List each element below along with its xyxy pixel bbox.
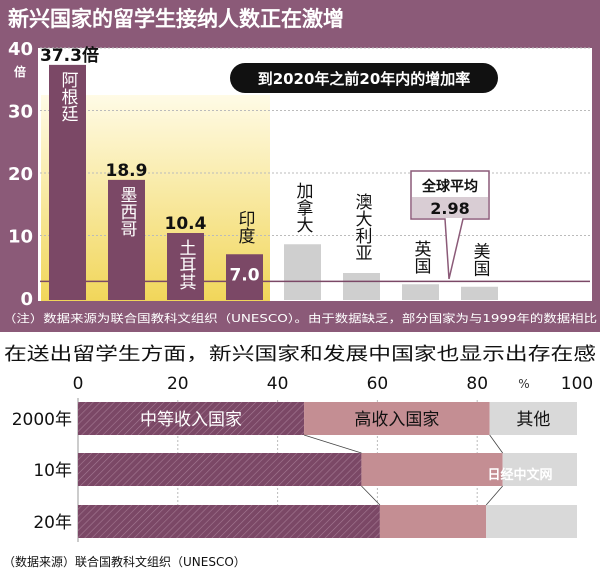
- value-label: 10.4: [165, 214, 207, 234]
- y-tick-label: 20: [8, 164, 33, 185]
- connector-line: [485, 485, 503, 506]
- bar-1: [108, 179, 145, 300]
- row-label: 20年: [33, 513, 72, 533]
- category-label: 澳大利亚: [352, 193, 373, 261]
- chart-note: （注）数据来源为联合国教科文组织（UNESCO）。由于数据缺乏，部分国家为与19…: [3, 311, 597, 325]
- x-tick-label: 80: [466, 374, 488, 394]
- segment-其他: [486, 505, 577, 538]
- category-label: 土耳其: [176, 239, 197, 290]
- y-tick-label: 0: [20, 289, 33, 310]
- bar-5: [343, 273, 380, 300]
- connector-line: [489, 434, 503, 454]
- bar-4: [284, 244, 321, 300]
- x-tick-label: 40: [267, 374, 289, 394]
- bar-3: [226, 254, 263, 300]
- value-label: 7.0: [229, 265, 259, 285]
- segment-中等收入国家: [78, 505, 380, 538]
- series-label: 中等收入国家: [140, 410, 242, 430]
- row-label: 2000年: [12, 410, 72, 430]
- y-tick-label: 40: [8, 39, 33, 60]
- connector-line: [361, 485, 381, 506]
- source-note: （数据来源）联合国教科文组织（UNESCO）: [3, 554, 246, 569]
- bar-7: [461, 286, 498, 300]
- series-label: 其他: [516, 410, 550, 430]
- y-tick-label: 30: [8, 102, 33, 123]
- bar-0: [49, 64, 86, 300]
- segment-其他: [502, 453, 577, 486]
- subtitle-pill: [230, 63, 498, 93]
- bar-6: [402, 284, 439, 300]
- x-axis-unit: %: [518, 377, 529, 391]
- chart-subtitle: 到2020年之前20年内的增加率: [258, 70, 471, 88]
- segment-高收入国家: [379, 505, 487, 538]
- category-label: 英国: [411, 240, 432, 274]
- category-label: 阿根廷: [58, 71, 79, 122]
- segment-中等收入国家: [78, 453, 362, 486]
- category-label: 加拿大: [293, 182, 314, 233]
- y-axis-unit: 倍: [14, 64, 26, 79]
- category-label: 印度: [235, 210, 256, 244]
- x-tick-label: 20: [167, 374, 189, 394]
- value-label: 18.9: [106, 161, 148, 181]
- chart-title: 在送出留学生方面，新兴国家和发展中国家也显示出存在感: [4, 344, 596, 365]
- world-average-value: 2.98: [430, 199, 469, 218]
- series-label: 高收入国家: [354, 410, 439, 430]
- category-label: 美国: [470, 243, 491, 277]
- world-average-label: 全球平均: [421, 178, 478, 195]
- x-tick-label: 60: [367, 374, 389, 394]
- y-tick-label: 10: [8, 227, 33, 248]
- segment-其他: [489, 402, 577, 435]
- watermark: 日经中文网: [487, 467, 552, 483]
- chart-title: 新兴国家的留学生接纳人数正在激增: [8, 7, 344, 31]
- x-tick-label: 100: [561, 374, 593, 394]
- segment-高收入国家: [361, 453, 503, 486]
- connector-line: [303, 434, 362, 454]
- x-tick-label: 0: [73, 374, 84, 394]
- segment-中等收入国家: [78, 402, 305, 435]
- segment-高收入国家: [304, 402, 490, 435]
- category-label: 墨西哥: [117, 186, 138, 237]
- row-label: 10年: [33, 461, 72, 481]
- value-label: 37.3倍: [40, 45, 99, 66]
- world-average-value-bg: [412, 197, 488, 218]
- bar-2: [167, 233, 204, 300]
